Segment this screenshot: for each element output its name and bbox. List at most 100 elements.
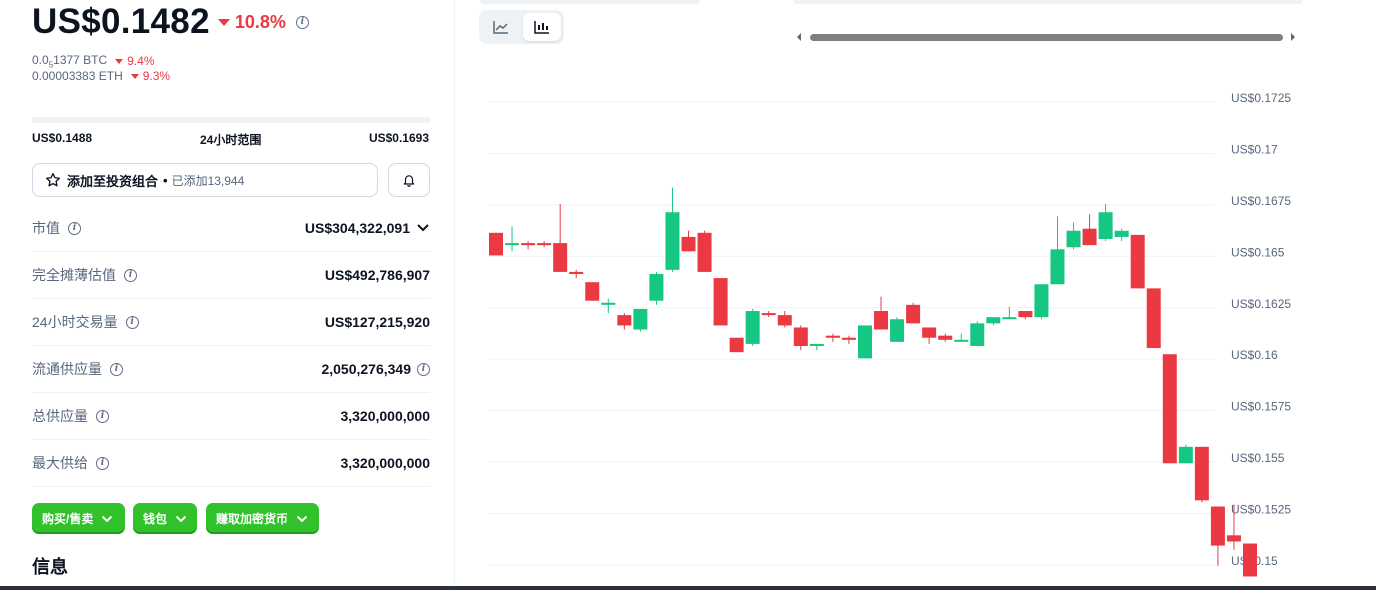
candle-body: [729, 337, 744, 353]
candle[interactable]: [1034, 284, 1049, 320]
info-icon[interactable]: i: [417, 362, 430, 376]
candle[interactable]: [553, 204, 568, 272]
candle[interactable]: [489, 232, 503, 256]
stat-value: US$127,215,920: [324, 314, 430, 330]
price-alert-button[interactable]: [388, 163, 430, 197]
candle[interactable]: [697, 230, 712, 272]
line-chart-icon: [493, 21, 508, 34]
candle[interactable]: [906, 302, 921, 324]
range-bar: [32, 117, 430, 123]
candle[interactable]: [1002, 306, 1017, 320]
candle[interactable]: [1210, 506, 1225, 567]
candle[interactable]: [1018, 311, 1033, 320]
candle[interactable]: [745, 308, 760, 346]
candle[interactable]: [617, 313, 632, 330]
info-icon[interactable]: i: [124, 268, 137, 282]
candle[interactable]: [890, 317, 905, 342]
candle-body: [906, 304, 921, 324]
candle[interactable]: [874, 296, 889, 330]
candle[interactable]: [1146, 288, 1161, 349]
stat-value: 3,320,000,000: [340, 408, 430, 424]
scroll-left-icon[interactable]: [797, 33, 801, 41]
candle-body: [890, 319, 905, 342]
wallet-button[interactable]: 钱包: [133, 503, 197, 534]
earn-crypto-button[interactable]: 赚取加密货币: [206, 503, 319, 534]
candle[interactable]: [1130, 234, 1145, 289]
candle[interactable]: [585, 282, 600, 301]
candle[interactable]: [1226, 504, 1241, 550]
candle-body: [1082, 228, 1097, 246]
candle[interactable]: [521, 241, 536, 250]
candle[interactable]: [1114, 228, 1129, 242]
candle[interactable]: [1243, 543, 1257, 577]
candle[interactable]: [1178, 444, 1193, 464]
candle[interactable]: [1098, 204, 1113, 242]
candle[interactable]: [1162, 354, 1177, 464]
info-icon[interactable]: i: [96, 456, 109, 470]
candle-body: [601, 302, 616, 305]
candle[interactable]: [938, 333, 953, 342]
candle[interactable]: [825, 333, 840, 342]
chart-scrollbar[interactable]: [796, 30, 1296, 44]
candle[interactable]: [857, 325, 872, 359]
candle-body: [1018, 311, 1033, 318]
info-icon[interactable]: i: [295, 15, 309, 29]
candle[interactable]: [922, 327, 937, 344]
candle[interactable]: [761, 311, 776, 318]
candle[interactable]: [777, 311, 792, 328]
chart-type-toggle: [479, 10, 564, 44]
info-icon[interactable]: i: [68, 221, 81, 235]
btc-price-row: 0.051377 BTC 9.4%: [32, 53, 155, 69]
candle-body: [521, 243, 536, 246]
candle[interactable]: [665, 187, 680, 272]
candle[interactable]: [793, 325, 808, 351]
candle-body: [1226, 535, 1241, 542]
candle[interactable]: [713, 278, 728, 326]
y-tick-label: US$0.1725: [1231, 91, 1291, 105]
candle[interactable]: [649, 271, 664, 305]
candle[interactable]: [1194, 446, 1209, 503]
candle[interactable]: [1082, 214, 1097, 246]
candle[interactable]: [729, 337, 744, 353]
candle-body: [697, 232, 712, 272]
candle[interactable]: [601, 298, 616, 314]
candle[interactable]: [841, 335, 856, 344]
earn-label: 赚取加密货币: [216, 512, 289, 526]
candle-body: [1162, 354, 1177, 464]
add-to-portfolio-button[interactable]: 添加至投资组合 • 已添加13,944: [32, 163, 378, 197]
info-icon[interactable]: i: [110, 362, 123, 376]
y-tick-label: US$0.165: [1231, 245, 1285, 259]
candle-body: [681, 236, 696, 252]
candle-body: [1034, 284, 1049, 318]
candle-body: [1002, 317, 1017, 320]
y-tick-label: US$0.1575: [1231, 400, 1291, 414]
range-label: 24小时范围: [200, 133, 262, 147]
info-icon[interactable]: i: [96, 409, 109, 423]
candle[interactable]: [986, 317, 1001, 326]
chevron-down-icon[interactable]: [416, 223, 430, 233]
candle[interactable]: [681, 230, 696, 252]
candle[interactable]: [1050, 216, 1065, 285]
candle[interactable]: [505, 226, 520, 252]
chevron-down-icon: [102, 515, 113, 522]
candle[interactable]: [633, 308, 648, 332]
candle[interactable]: [1066, 222, 1081, 250]
candle[interactable]: [537, 241, 552, 248]
candle-body: [553, 243, 568, 272]
candle[interactable]: [954, 333, 969, 342]
scroll-right-icon[interactable]: [1291, 33, 1295, 41]
candle-body: [745, 311, 760, 344]
candle-body: [1210, 506, 1225, 546]
candle[interactable]: [970, 321, 985, 346]
candle[interactable]: [569, 269, 584, 279]
stat-label: 流通供应量: [32, 361, 102, 377]
buy-sell-button[interactable]: 购买/售卖: [32, 503, 125, 534]
stat-value: 2,050,276,349: [321, 361, 411, 377]
scroll-thumb[interactable]: [810, 34, 1283, 41]
line-chart-button[interactable]: [482, 13, 520, 41]
candlestick-chart-button[interactable]: [523, 13, 561, 41]
info-icon[interactable]: i: [125, 315, 139, 329]
candle[interactable]: [809, 343, 824, 351]
down-triangle-icon: [115, 58, 124, 64]
